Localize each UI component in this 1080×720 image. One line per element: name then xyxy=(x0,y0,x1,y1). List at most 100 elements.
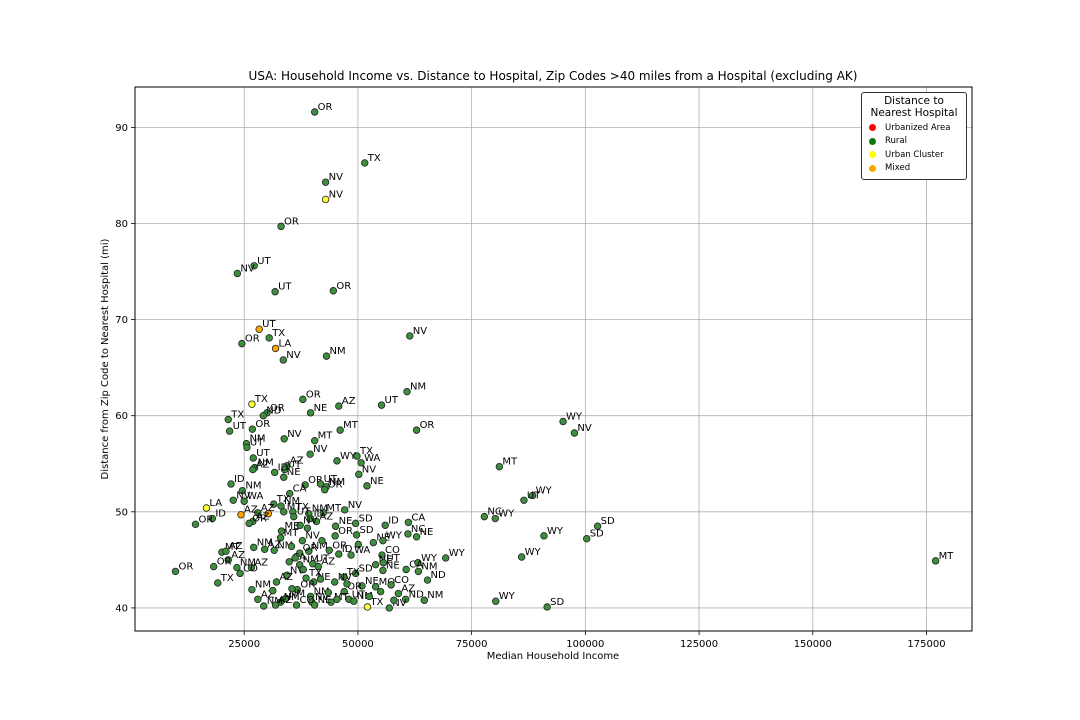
data-point-label: MT xyxy=(502,457,518,468)
data-point xyxy=(528,491,537,500)
data-point-label: WY xyxy=(449,548,466,559)
data-point xyxy=(224,556,232,564)
data-point xyxy=(583,535,591,543)
data-point-label: NM xyxy=(330,346,346,357)
data-point-label: NM xyxy=(410,382,426,393)
data-point xyxy=(282,594,290,603)
data-point-label: ID xyxy=(388,515,399,526)
x-tick-label: 100000 xyxy=(566,639,604,650)
data-point xyxy=(271,344,280,353)
data-point-label: OR xyxy=(270,403,285,414)
data-point xyxy=(271,601,280,609)
data-point-label: UT xyxy=(352,589,366,600)
data-point xyxy=(236,569,244,578)
y-tick-label: 70 xyxy=(115,315,128,326)
data-point xyxy=(270,468,279,477)
data-point xyxy=(225,427,234,435)
data-point-label: WY xyxy=(525,547,542,558)
data-point-label: WY xyxy=(547,526,564,537)
data-point xyxy=(371,560,380,569)
data-point-label: NC xyxy=(487,507,501,518)
data-point-label: OR xyxy=(308,475,323,486)
data-point-label: AZ xyxy=(268,539,282,550)
legend-label: Urbanized Area xyxy=(885,122,951,133)
data-point xyxy=(316,575,325,583)
data-point-label: TX xyxy=(220,573,234,584)
data-point xyxy=(208,514,217,523)
data-point-label: OR xyxy=(255,419,270,430)
data-point-label: LA xyxy=(279,338,292,349)
data-point xyxy=(319,509,328,517)
data-point-label: OR xyxy=(199,514,214,525)
data-point xyxy=(414,567,423,576)
x-tick-label: 25000 xyxy=(228,639,260,650)
data-point xyxy=(254,509,262,517)
data-point-label: ID xyxy=(278,462,289,473)
legend-item-rural: Rural xyxy=(865,135,963,149)
data-point xyxy=(237,511,245,519)
data-point-label: UT xyxy=(385,395,399,406)
data-point-label: NC xyxy=(411,524,425,535)
data-point xyxy=(331,522,340,530)
data-point xyxy=(931,557,940,565)
data-point xyxy=(209,562,218,571)
x-tick-label: 125000 xyxy=(680,639,718,650)
data-point xyxy=(377,401,386,409)
data-point-label: NV xyxy=(348,500,362,511)
data-point-label: NM xyxy=(303,555,319,566)
data-point xyxy=(559,417,567,426)
data-point-label: OR xyxy=(318,102,333,113)
data-point xyxy=(491,514,499,523)
grid-lines xyxy=(135,87,972,631)
data-point-label: NV xyxy=(313,444,327,455)
data-point xyxy=(402,565,410,574)
data-point-label: NE xyxy=(370,476,384,487)
data-point-label: NV xyxy=(287,429,301,440)
data-point xyxy=(276,534,285,542)
data-point xyxy=(517,553,526,561)
data-point xyxy=(403,387,411,396)
data-point-label: TX xyxy=(359,446,373,457)
data-point-label: WY xyxy=(421,553,438,564)
data-point xyxy=(321,195,330,204)
data-point xyxy=(361,159,369,167)
data-point-label: NV xyxy=(329,172,343,183)
data-point-label: NV xyxy=(303,515,317,526)
data-point-label: NV xyxy=(329,189,343,200)
data-point xyxy=(310,578,318,586)
data-point-label: AZ xyxy=(256,460,270,471)
data-point xyxy=(363,603,372,611)
data-point xyxy=(351,569,360,578)
data-point-label: OR xyxy=(328,480,343,491)
data-point-label: UT xyxy=(256,448,270,459)
legend-label: Rural xyxy=(885,136,907,147)
data-point-label: MT xyxy=(939,551,955,562)
data-point-label: NM xyxy=(277,540,293,551)
data-point-label: ID xyxy=(342,544,353,555)
data-point xyxy=(271,288,279,296)
data-point-label: UT xyxy=(316,554,330,565)
data-point xyxy=(352,531,361,539)
data-point xyxy=(394,589,403,598)
data-point-label: NM xyxy=(312,504,328,515)
data-point xyxy=(299,395,307,404)
data-point-label: AZ xyxy=(244,505,258,516)
data-point xyxy=(412,533,421,541)
y-tick-label: 40 xyxy=(115,603,128,614)
data-point xyxy=(355,470,363,479)
data-point xyxy=(295,560,304,569)
data-point xyxy=(321,178,330,186)
data-point-label: CA xyxy=(293,484,307,495)
data-point-label: NM xyxy=(357,591,373,602)
data-point xyxy=(354,540,363,549)
legend-label: Mixed xyxy=(885,163,911,174)
data-point xyxy=(358,582,366,590)
data-point-label: WY xyxy=(386,531,403,542)
data-point xyxy=(480,512,489,521)
data-point-label: AZ xyxy=(231,550,245,561)
data-point-label: UT xyxy=(386,553,400,564)
data-point-label: NM xyxy=(245,481,261,492)
data-point xyxy=(296,521,304,529)
